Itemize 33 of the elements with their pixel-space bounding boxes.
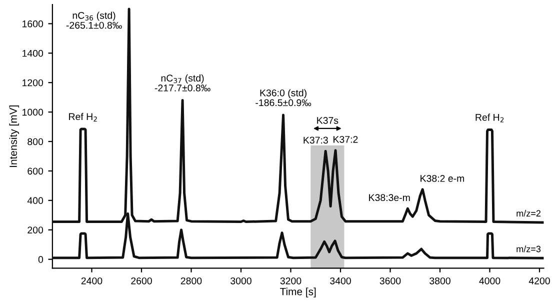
annotation: Ref H$_{2}$ xyxy=(476,114,504,122)
x-tick-label: 3600 xyxy=(380,277,401,284)
x-axis-title: Time [s] xyxy=(280,288,316,298)
y-tick-label: 200 xyxy=(28,226,44,234)
y-tick-label: 800 xyxy=(28,138,44,146)
x-tick-label: 3800 xyxy=(430,277,450,284)
x-tick-label: 3000 xyxy=(230,277,252,284)
y-tick-label: 1200 xyxy=(22,79,44,86)
x-tick-label: 2400 xyxy=(81,277,102,284)
series-label: m/z=3 xyxy=(516,246,541,252)
x-tick-label: 2800 xyxy=(180,277,202,284)
x-tick-label: 3400 xyxy=(330,277,351,284)
x-tick-label: 4200 xyxy=(528,277,550,284)
annotation: K36:0 (std) -186.5±0.9‰ xyxy=(256,89,312,106)
series-label: m/z=2 xyxy=(516,210,540,217)
x-tick-label: 4000 xyxy=(479,277,500,284)
band-label: K37s xyxy=(317,117,338,124)
y-tick-label: 1600 xyxy=(22,20,44,28)
y-axis-title: Intensity [mV] xyxy=(9,106,20,167)
x-tick-label: 3200 xyxy=(280,277,302,284)
annotation: nC$_{37}$ (std) -217.7±0.8‰ xyxy=(154,74,210,92)
annotation: K38:2 e-m xyxy=(420,175,464,182)
annotation: Ref H$_{2}$ xyxy=(69,112,97,122)
annotation: nC$_{36}$ (std) -265.1±0.8‰ xyxy=(66,12,122,29)
y-tick-label: 1400 xyxy=(22,50,44,57)
y-tick-label: 400 xyxy=(27,197,44,204)
annotation: K38:3e-m xyxy=(369,194,410,202)
annotation: K37:3 xyxy=(304,136,328,144)
y-tick-label: 0 xyxy=(38,256,44,263)
x-tick-label: 2600 xyxy=(131,277,152,284)
y-tick-label: 1000 xyxy=(22,108,44,116)
annotation: K37:2 xyxy=(334,136,358,143)
y-tick-label: 600 xyxy=(28,168,44,175)
